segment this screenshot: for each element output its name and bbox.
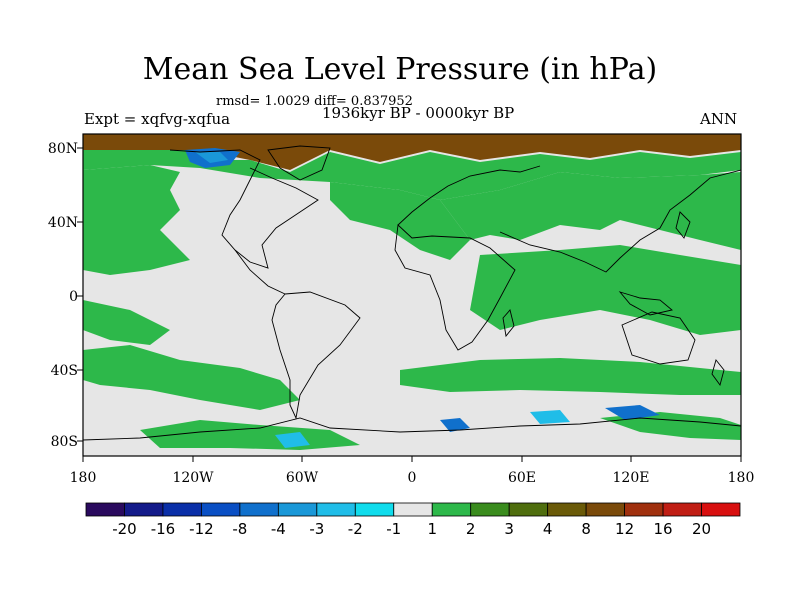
southern-ocean-band [83,345,300,410]
colorbar-label: -3 [309,520,324,538]
experiment-label: Expt = xqfvg-xqfua [84,110,231,128]
south-america-coast [271,291,361,420]
japan-coast [675,211,691,239]
colorbar-box [393,502,433,517]
colorbar-box [201,502,241,517]
colorbar-box [508,502,549,517]
antarctic-east-green [600,412,741,440]
colorbar-label: -1 [386,520,401,538]
north-america-coast [169,149,319,269]
lon-label: 180 [728,470,755,486]
north-atlantic-region [330,182,470,260]
eurasia-region [440,172,741,250]
colorbar-box [85,502,125,517]
africa-coast [394,224,516,351]
antarctic-low-4 [605,405,660,420]
colorbar-label: 4 [543,520,553,538]
madagascar-coast [502,309,515,338]
colorbar-label: -16 [151,520,176,538]
antarctic-low-1 [275,432,310,448]
colorbar-box [354,502,395,517]
indian-ocean-region [470,245,741,335]
colorbar-label: 3 [504,520,514,538]
colorbar-box [701,502,741,517]
colorbar-box [624,502,664,517]
colorbar-box [431,502,472,517]
lat-labels: 80N 40N 0 40S 80S [48,141,78,450]
colorbar-label: 2 [466,520,476,538]
colorbar-label: -12 [189,520,214,538]
newzealand-coast [711,359,725,387]
australia-coast [621,311,696,365]
antarctic-low-2 [440,418,470,432]
lat-label: 0 [69,289,78,305]
antarctica-coast [83,417,741,441]
colorbar-label: -4 [271,520,286,538]
colorbar-box [162,502,202,517]
greenland-coast [267,145,331,181]
colorbar-box [585,502,625,517]
colorbar-box [124,502,164,517]
central-america-coast [234,249,286,295]
lon-label: 120W [172,470,214,486]
colorbar-labels: -20 -16 -12 -8 -4 -3 -2 -1 1 2 3 4 8 12 16 20 [112,520,711,538]
lat-label: 80S [51,434,78,450]
anomaly-fills [83,134,741,450]
coastlines [83,145,741,441]
colorbar-box [277,502,318,517]
greenland-low-inner [195,152,228,163]
arctic-high-region [83,134,741,170]
colorbar-label: -20 [112,520,137,538]
season-label: ANN [700,110,738,128]
colorbar-box [239,502,279,517]
lat-label: 40S [51,363,78,379]
lon-label: 180 [70,470,97,486]
maritime-coast [618,291,673,316]
colorbar-box [316,502,356,517]
colorbar-box [470,502,510,517]
colorbar-boxes [85,502,741,517]
south-pacific-region [83,300,170,345]
lon-label: 60W [286,470,319,486]
colorbar-label: 20 [692,520,711,538]
colorbar-label: 8 [581,520,591,538]
north-pacific-region [83,165,190,275]
arctic-green-band [83,150,741,200]
lat-label: 40N [48,215,78,231]
colorbar-box [662,502,702,517]
lon-label: 120E [613,470,650,486]
southern-ocean-east [400,358,741,395]
europe-coast [397,165,541,226]
colorbar-label: -8 [232,520,247,538]
colorbar-label: -2 [348,520,363,538]
colorbar-label: 1 [427,520,437,538]
lon-labels: 180 120W 60W 0 60E 120E 180 [70,470,755,486]
asia-coast [499,169,741,273]
lon-label: 60E [508,470,536,486]
colorbar-label: 12 [615,520,634,538]
antarctic-low-3 [530,410,570,424]
axis-ticks [77,147,742,462]
plot-title: Mean Sea Level Pressure (in hPa) [142,52,658,87]
rmsd-diff-stats: rmsd= 1.0029 diff= 0.837952 [216,94,413,109]
colorbar-box [547,502,587,517]
period-label: 1936kyr BP - 0000kyr BP [322,104,515,122]
lat-label: 80N [48,141,78,157]
colorbar-label: 16 [654,520,673,538]
lon-label: 0 [408,470,417,486]
